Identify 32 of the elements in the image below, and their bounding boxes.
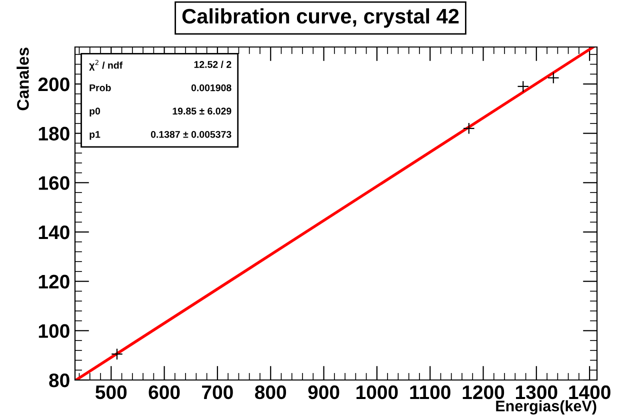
y-tick-label: 140 bbox=[38, 225, 70, 240]
x-tick-label: 900 bbox=[308, 385, 340, 400]
annotation: 19.85 ± 6.029 bbox=[172, 108, 232, 115]
x-tick-label: 1100 bbox=[410, 385, 450, 400]
x-tick-label: 1000 bbox=[356, 385, 398, 400]
annotation: Prob bbox=[90, 84, 111, 92]
y-tick-label: 160 bbox=[38, 176, 70, 190]
point bbox=[547, 72, 560, 84]
x-tick-label: 1400 bbox=[569, 385, 610, 400]
x-tick-label: 1300 bbox=[516, 385, 558, 400]
x-axis-title: Energias(keV) bbox=[496, 400, 596, 415]
y-axis-title: Canales bbox=[16, 48, 29, 110]
annotation: 12.52 / 2 bbox=[194, 60, 232, 68]
x-tick-label: 700 bbox=[202, 385, 233, 400]
annotation: 0.1387 ± 0.005373 bbox=[150, 130, 232, 138]
y-tick-label: 80 bbox=[49, 373, 70, 388]
x-tick-label: 800 bbox=[255, 385, 286, 400]
point bbox=[111, 348, 123, 360]
y-tick-label: 200 bbox=[38, 77, 70, 92]
annotation: χ$^{2}$ / ndf bbox=[89, 60, 123, 71]
y-tick-label: 100 bbox=[38, 324, 70, 338]
y-tick-label: 180 bbox=[38, 126, 70, 141]
y-tick-label: 120 bbox=[38, 274, 70, 289]
point bbox=[462, 122, 475, 134]
annotation: p1 bbox=[90, 131, 100, 140]
x-tick-label: 500 bbox=[96, 385, 127, 400]
x-tick-label: 1200 bbox=[462, 385, 504, 400]
annotation: 0.001908 bbox=[191, 84, 232, 92]
point bbox=[517, 80, 530, 92]
annotation: p0 bbox=[90, 108, 100, 116]
chart-title: Calibration curve, crystal 42 bbox=[182, 8, 459, 28]
x-tick-label: 600 bbox=[148, 385, 180, 400]
